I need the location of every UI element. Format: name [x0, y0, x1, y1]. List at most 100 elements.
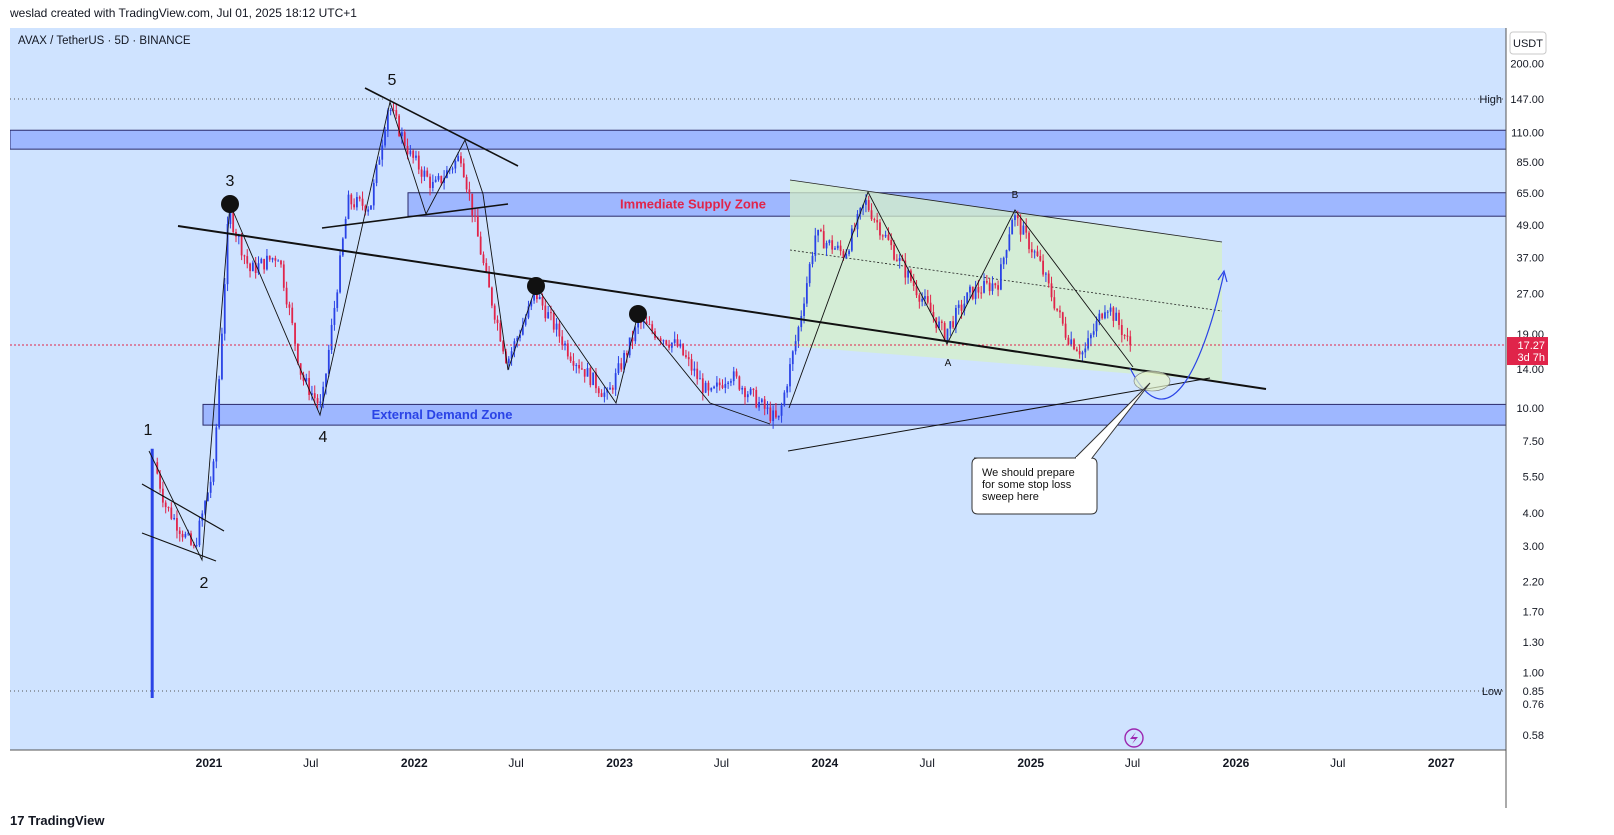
- candle-body: [462, 163, 465, 178]
- zone-3[interactable]: [9, 129, 1507, 150]
- candle-body: [822, 231, 825, 249]
- candle-body: [569, 356, 572, 362]
- trendline-3[interactable]: [321, 203, 509, 229]
- candle-body: [254, 262, 257, 274]
- candle-body: [1070, 339, 1073, 345]
- wave-label-B: B: [1012, 190, 1019, 201]
- trendline-2[interactable]: [364, 87, 519, 167]
- candle-body: [277, 260, 280, 262]
- candle-body: [690, 359, 693, 371]
- candle-body: [912, 280, 915, 287]
- tradingview-logo[interactable]: 17 TradingView: [10, 813, 104, 828]
- channel-top[interactable]: [789, 179, 1223, 243]
- correction-channel[interactable]: [790, 180, 1222, 381]
- candle-body: [814, 235, 817, 256]
- candle-body: [586, 368, 589, 377]
- tradingview-logo-text: TradingView: [28, 813, 105, 828]
- callout-pointer: [1074, 382, 1151, 459]
- candle-body: [777, 415, 780, 418]
- pivot-marker-1[interactable]: [221, 195, 239, 213]
- y-tick-label: 4.00: [1523, 508, 1544, 520]
- candle-body: [561, 336, 564, 346]
- candle-body: [1056, 308, 1059, 311]
- candle-body: [218, 379, 221, 428]
- candle-body: [898, 258, 901, 261]
- candle-body: [600, 393, 603, 397]
- pivot-marker-3[interactable]: [629, 305, 647, 323]
- candle-body: [322, 386, 325, 402]
- y-tick-label: 0.58: [1523, 730, 1544, 742]
- candle-body: [1059, 310, 1061, 313]
- candle-body: [775, 410, 777, 418]
- candle-body: [232, 212, 235, 232]
- wave-path-2[interactable]: [788, 190, 1134, 409]
- sweep-zone[interactable]: [1133, 370, 1171, 392]
- chart-area[interactable]: Immediate Supply Zone External Demand Zon…: [9, 28, 1548, 808]
- candle-body: [364, 205, 367, 212]
- trendline-4[interactable]: [141, 483, 225, 532]
- candle-body: [386, 110, 389, 132]
- x-tick-label: 2024: [812, 756, 839, 770]
- candle-body: [209, 481, 212, 493]
- trendline-5[interactable]: [141, 532, 217, 562]
- candle-body: [423, 170, 426, 177]
- candle-body: [1016, 215, 1019, 219]
- x-tick-label: 2027: [1428, 756, 1455, 770]
- candle-body: [392, 109, 395, 111]
- candle-body: [1129, 336, 1132, 346]
- candle-body: [457, 156, 460, 161]
- candle-body: [946, 328, 949, 341]
- currency-badge[interactable]: [1509, 31, 1547, 55]
- candle-body: [1047, 273, 1050, 284]
- candle-body: [820, 229, 822, 232]
- candle-body: [1081, 352, 1084, 355]
- candle-body: [738, 376, 741, 390]
- candle-body: [907, 270, 910, 278]
- candle-body: [797, 327, 800, 342]
- candle-body: [884, 234, 887, 237]
- candle-body: [198, 520, 201, 546]
- candle-body: [1025, 225, 1028, 233]
- candle-body: [1104, 312, 1106, 319]
- wave-path-1[interactable]: [148, 100, 771, 562]
- trendline-6[interactable]: [787, 377, 1211, 452]
- trendline-1[interactable]: [177, 225, 1267, 390]
- pivot-marker-2[interactable]: [527, 277, 545, 295]
- channel-mid[interactable]: [789, 249, 1223, 312]
- x-tick-label: 2026: [1223, 756, 1250, 770]
- candle-body: [1098, 313, 1101, 322]
- candle-body: [195, 545, 198, 547]
- y-tick-label: 10.00: [1516, 403, 1544, 415]
- x-tick-label: Jul: [920, 756, 935, 770]
- candle-body: [749, 388, 752, 395]
- candle-body: [389, 109, 392, 111]
- candle-body: [685, 355, 687, 358]
- y-tick-label: 37.00: [1516, 252, 1544, 264]
- candle-body: [803, 303, 805, 316]
- last-price-value: 17.27: [1517, 340, 1545, 352]
- candle-body: [350, 194, 353, 205]
- zone-label-1: Immediate Supply Zone: [620, 196, 766, 211]
- x-axis-panel[interactable]: [10, 750, 1506, 808]
- candle-body: [288, 304, 291, 308]
- candle-body: [704, 382, 707, 393]
- flash-icon[interactable]: [1124, 728, 1144, 748]
- top-bar: weslad created with TradingView.com, Jul…: [0, 0, 1614, 28]
- candle-body: [1089, 334, 1092, 339]
- tradingview-logo-icon: 17: [10, 813, 25, 828]
- candle-body: [437, 175, 440, 180]
- candle-body: [491, 287, 493, 306]
- candle-body: [204, 501, 206, 514]
- candle-body: [718, 382, 721, 386]
- candle-body: [370, 205, 372, 210]
- x-tick-label: Jul: [1125, 756, 1140, 770]
- candle-body: [845, 254, 848, 258]
- y-axis-panel[interactable]: [1506, 28, 1548, 808]
- candle-body: [510, 351, 513, 359]
- candle-body: [879, 222, 881, 236]
- chart-svg[interactable]: Immediate Supply Zone External Demand Zon…: [9, 28, 1548, 808]
- candle-body: [721, 385, 724, 388]
- candle-body: [960, 304, 963, 311]
- candle-body: [564, 343, 566, 346]
